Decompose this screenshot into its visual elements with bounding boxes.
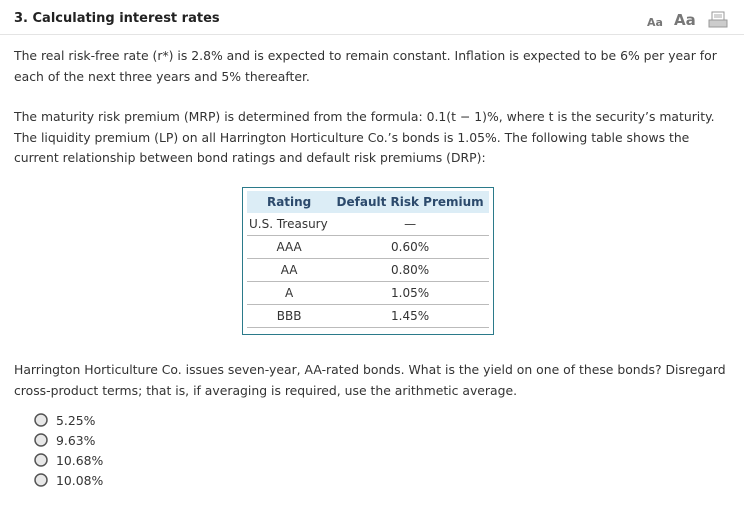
answer-option[interactable]: 10.08% — [34, 471, 103, 489]
table: Rating Default Risk Premium U.S. Treasur… — [247, 191, 489, 328]
table-header: Default Risk Premium — [331, 191, 489, 213]
answer-option[interactable]: 10.68% — [34, 451, 103, 469]
table-header: Rating — [247, 191, 332, 213]
divider — [0, 34, 744, 35]
font-small-button[interactable]: Aa — [647, 16, 663, 29]
title: 3. Calculating interest rates — [14, 11, 220, 26]
print-button[interactable] — [708, 11, 728, 29]
radio-button[interactable] — [34, 433, 48, 447]
option-label: 10.08% — [56, 472, 104, 488]
table-cell: AAA — [247, 235, 332, 259]
table-cell: BBB — [247, 304, 332, 328]
option-label: 9.63% — [56, 432, 96, 448]
answer-option[interactable]: 5.25% — [34, 411, 95, 429]
option-label: 10.68% — [56, 452, 104, 468]
table-cell: 0.80% — [331, 258, 489, 282]
radio-button[interactable] — [34, 473, 48, 487]
table-row: AA 0.80% — [247, 258, 489, 282]
radio-button[interactable] — [34, 453, 48, 467]
table-cell: A — [247, 281, 332, 305]
table-row: BBB 1.45% — [247, 304, 489, 328]
option-label: 5.25% — [56, 412, 96, 428]
table-cell: 0.60% — [331, 235, 489, 259]
table-cell: — — [331, 213, 489, 236]
table-row: AAA 0.60% — [247, 235, 489, 259]
paragraph: The maturity risk premium (MRP) is deter… — [14, 109, 715, 165]
table-row: A 1.05% — [247, 281, 489, 305]
table-cell: AA — [247, 258, 332, 282]
font-large-button[interactable]: Aa — [674, 11, 696, 29]
question: Harrington Horticulture Co. issues seven… — [14, 362, 726, 398]
paragraph: The real risk-free rate (r*) is 2.8% and… — [14, 48, 717, 84]
table-cell: U.S. Treasury — [247, 213, 332, 236]
radio-button[interactable] — [34, 413, 48, 427]
table-cell: 1.45% — [331, 304, 489, 328]
table-box: Rating Default Risk Premium U.S. Treasur… — [242, 187, 494, 335]
answer-option[interactable]: 9.63% — [34, 431, 95, 449]
table-row: U.S. Treasury — — [247, 213, 489, 236]
table-cell: 1.05% — [331, 281, 489, 305]
